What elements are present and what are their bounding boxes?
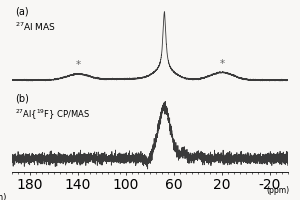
Text: $^{27}$Al{$^{19}$F} CP/MAS: $^{27}$Al{$^{19}$F} CP/MAS (15, 107, 90, 122)
Text: *: * (219, 59, 225, 69)
Text: (ppm): (ppm) (0, 193, 7, 200)
Text: $^{27}$Al MAS: $^{27}$Al MAS (15, 20, 56, 33)
Text: (ppm): (ppm) (266, 186, 289, 195)
Text: (a): (a) (15, 6, 28, 16)
Text: (b): (b) (15, 94, 28, 104)
Text: *: * (75, 60, 81, 70)
